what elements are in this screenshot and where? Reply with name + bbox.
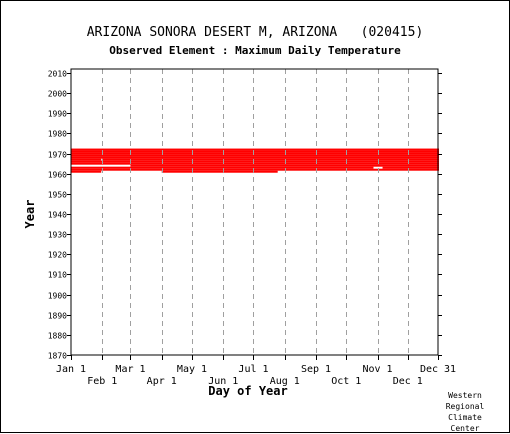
x-tick-label: Aug 1 [270,376,300,387]
x-tick-label: Nov 1 [362,364,392,375]
data-bar [71,150,440,153]
x-tick-label: Dec 1 [393,376,423,387]
y-tick-label: 1980 [48,130,67,139]
data-bar [71,168,440,171]
data-bars [71,148,440,173]
data-bar [102,158,440,161]
y-tick-label: 1930 [48,231,67,240]
y-axis: 1870 1880 1890 1900 1910 1920 1930 1940 1950 1960… [48,70,442,361]
x-tick-label: Dec 31 [420,364,456,375]
x-tick-label: May 1 [177,364,207,375]
x-tick-label: Sep 1 [301,364,331,375]
data-bar [71,152,440,155]
y-tick-label: 2010 [48,70,67,79]
x-tick-label: Mar 1 [115,364,145,375]
data-bar [71,154,440,157]
x-axis-label: Day of Year [208,384,287,398]
data-bar [130,164,440,167]
chart-title: ARIZONA SONORA DESERT M, ARIZONA (020415… [86,25,424,40]
y-tick-label: 2000 [48,90,67,99]
credit-text: Western Regional Climate Center [445,391,485,433]
y-tick-label: 1940 [48,211,67,220]
data-bar [71,162,440,165]
y-tick-label: 1920 [48,251,67,260]
data-bar [71,166,374,169]
y-tick-label: 1880 [48,332,67,341]
plot-area [70,68,439,356]
x-tick-label: Oct 1 [331,376,361,387]
data-bar [71,148,440,151]
y-tick-label: 1900 [48,292,67,301]
data-bar [161,170,278,173]
data-bar [71,158,102,161]
data-bar [382,166,440,169]
chart-subtitle: Observed Element : Maximum Daily Tempera… [109,44,401,57]
y-tick-label: 1970 [48,151,67,160]
x-tick-label: Feb 1 [87,376,117,387]
grid-lines [102,69,409,355]
x-axis: Jan 1 Mar 1 May 1 Jul 1 Sep 1 Nov 1 Dec 31 Feb … [56,355,456,387]
y-tick-label: 1960 [48,171,67,180]
x-tick-label: Jul 1 [238,364,268,375]
data-bar [71,170,102,173]
y-axis-label: Year [23,200,37,229]
x-tick-label: Jan 1 [56,364,86,375]
y-tick-label: 1990 [48,110,67,119]
x-tick-label: Apr 1 [147,376,177,387]
y-tick-label: 1890 [48,312,67,321]
y-tick-label: 1910 [48,271,67,280]
y-tick-label: 1950 [48,191,67,200]
y-tick-label: 1870 [48,352,67,361]
data-bar [71,156,440,159]
x-tick-label: Jun 1 [208,376,238,387]
data-bar [71,160,440,163]
